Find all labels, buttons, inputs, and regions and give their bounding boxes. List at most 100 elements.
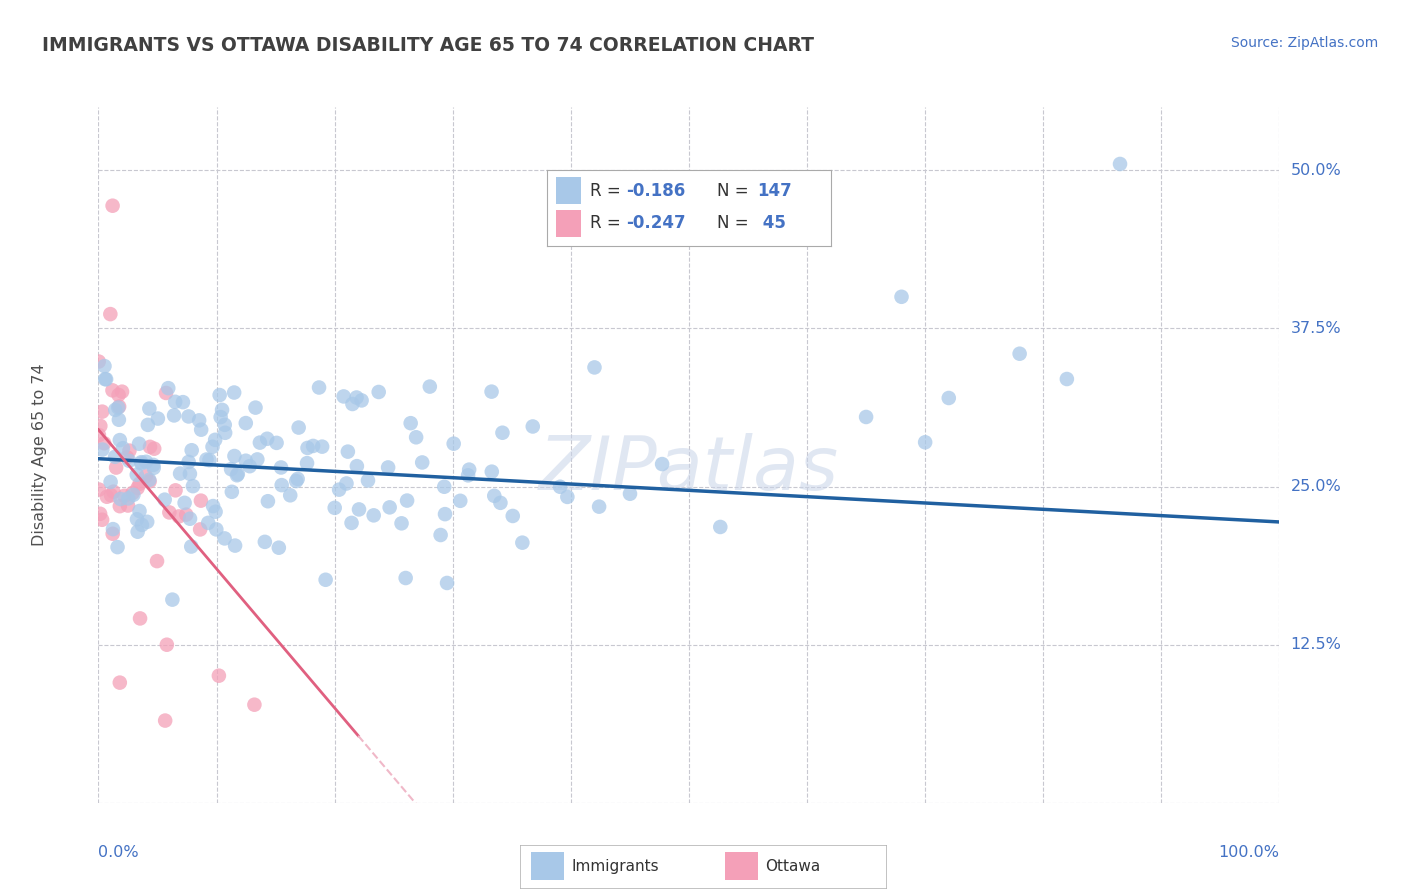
- Immigrants: [104, 450, 127, 464]
- Immigrants: [419, 379, 441, 393]
- Immigrants: [257, 494, 280, 508]
- Ottawa: [143, 442, 166, 456]
- Immigrants: [108, 413, 131, 427]
- Immigrants: [117, 491, 139, 506]
- Immigrants: [295, 456, 318, 470]
- Immigrants: [163, 409, 186, 423]
- Immigrants: [204, 505, 226, 519]
- Immigrants: [107, 540, 129, 554]
- Immigrants: [153, 492, 176, 507]
- Immigrants: [138, 401, 160, 416]
- Ottawa: [108, 499, 131, 513]
- Immigrants: [399, 416, 422, 430]
- Immigrants: [188, 413, 211, 427]
- Immigrants: [125, 512, 148, 526]
- Immigrants: [411, 455, 433, 469]
- Immigrants: [583, 360, 606, 375]
- Text: Disability Age 65 to 74: Disability Age 65 to 74: [32, 364, 46, 546]
- Ottawa: [98, 307, 121, 321]
- Ottawa: [108, 675, 131, 690]
- Immigrants: [93, 359, 115, 373]
- Text: IMMIGRANTS VS OTTAWA DISABILITY AGE 65 TO 74 CORRELATION CHART: IMMIGRANTS VS OTTAWA DISABILITY AGE 65 T…: [42, 36, 814, 54]
- Immigrants: [180, 443, 202, 458]
- Immigrants: [177, 455, 200, 469]
- Ottawa: [93, 436, 115, 450]
- Immigrants: [297, 441, 319, 455]
- Immigrants: [165, 394, 187, 409]
- Immigrants: [221, 484, 243, 499]
- Immigrants: [443, 436, 465, 450]
- Immigrants: [489, 496, 512, 510]
- Immigrants: [146, 411, 169, 425]
- Immigrants: [377, 460, 399, 475]
- Immigrants: [357, 474, 380, 488]
- Bar: [725, 853, 758, 880]
- Immigrants: [224, 539, 246, 553]
- Immigrants: [142, 461, 165, 475]
- Ottawa: [114, 489, 136, 503]
- Ottawa: [87, 483, 110, 497]
- Immigrants: [481, 465, 503, 479]
- Immigrants: [285, 474, 308, 488]
- Text: Ottawa: Ottawa: [765, 859, 820, 873]
- Ottawa: [89, 507, 111, 521]
- Immigrants: [157, 381, 180, 395]
- Ottawa: [108, 400, 131, 414]
- Immigrants: [138, 473, 160, 487]
- Immigrants: [308, 380, 330, 394]
- Immigrants: [219, 462, 242, 476]
- Ottawa: [208, 668, 231, 682]
- Immigrants: [129, 457, 152, 471]
- Ottawa: [138, 475, 160, 489]
- Immigrants: [136, 515, 159, 529]
- Ottawa: [190, 493, 212, 508]
- Ottawa: [135, 469, 157, 483]
- Immigrants: [1109, 157, 1132, 171]
- Text: R =: R =: [589, 182, 626, 200]
- Immigrants: [315, 573, 337, 587]
- Text: 0.0%: 0.0%: [98, 845, 139, 860]
- Ottawa: [91, 513, 114, 527]
- Immigrants: [94, 372, 117, 386]
- Ottawa: [91, 404, 114, 418]
- Immigrants: [118, 454, 141, 468]
- Immigrants: [198, 453, 221, 467]
- Text: ZIPatlas: ZIPatlas: [538, 433, 839, 505]
- Immigrants: [429, 528, 451, 542]
- Immigrants: [335, 476, 357, 491]
- Immigrants: [405, 430, 427, 444]
- Immigrants: [181, 479, 204, 493]
- Immigrants: [249, 435, 271, 450]
- Immigrants: [173, 496, 195, 510]
- Bar: [555, 178, 581, 204]
- Immigrants: [197, 516, 219, 530]
- Text: -0.247: -0.247: [627, 214, 686, 232]
- Immigrants: [128, 436, 150, 450]
- Immigrants: [224, 385, 246, 400]
- Immigrants: [214, 417, 236, 432]
- Immigrants: [302, 439, 325, 453]
- Immigrants: [481, 384, 503, 399]
- Immigrants: [202, 499, 225, 513]
- Ottawa: [167, 509, 190, 524]
- Immigrants: [323, 500, 346, 515]
- Ottawa: [118, 443, 141, 458]
- Immigrants: [135, 455, 157, 469]
- Immigrants: [270, 478, 292, 492]
- Immigrants: [458, 462, 481, 476]
- Immigrants: [557, 490, 579, 504]
- Immigrants: [267, 541, 290, 555]
- Ottawa: [105, 460, 128, 475]
- Ottawa: [100, 488, 122, 502]
- Immigrants: [347, 502, 370, 516]
- Immigrants: [211, 402, 233, 417]
- Ottawa: [153, 714, 176, 728]
- Text: Immigrants: Immigrants: [571, 859, 659, 873]
- Immigrants: [179, 512, 201, 526]
- Immigrants: [235, 416, 257, 430]
- Immigrants: [336, 444, 359, 458]
- Immigrants: [1008, 347, 1031, 361]
- Immigrants: [1056, 372, 1078, 386]
- Ottawa: [107, 388, 129, 402]
- Immigrants: [91, 442, 114, 457]
